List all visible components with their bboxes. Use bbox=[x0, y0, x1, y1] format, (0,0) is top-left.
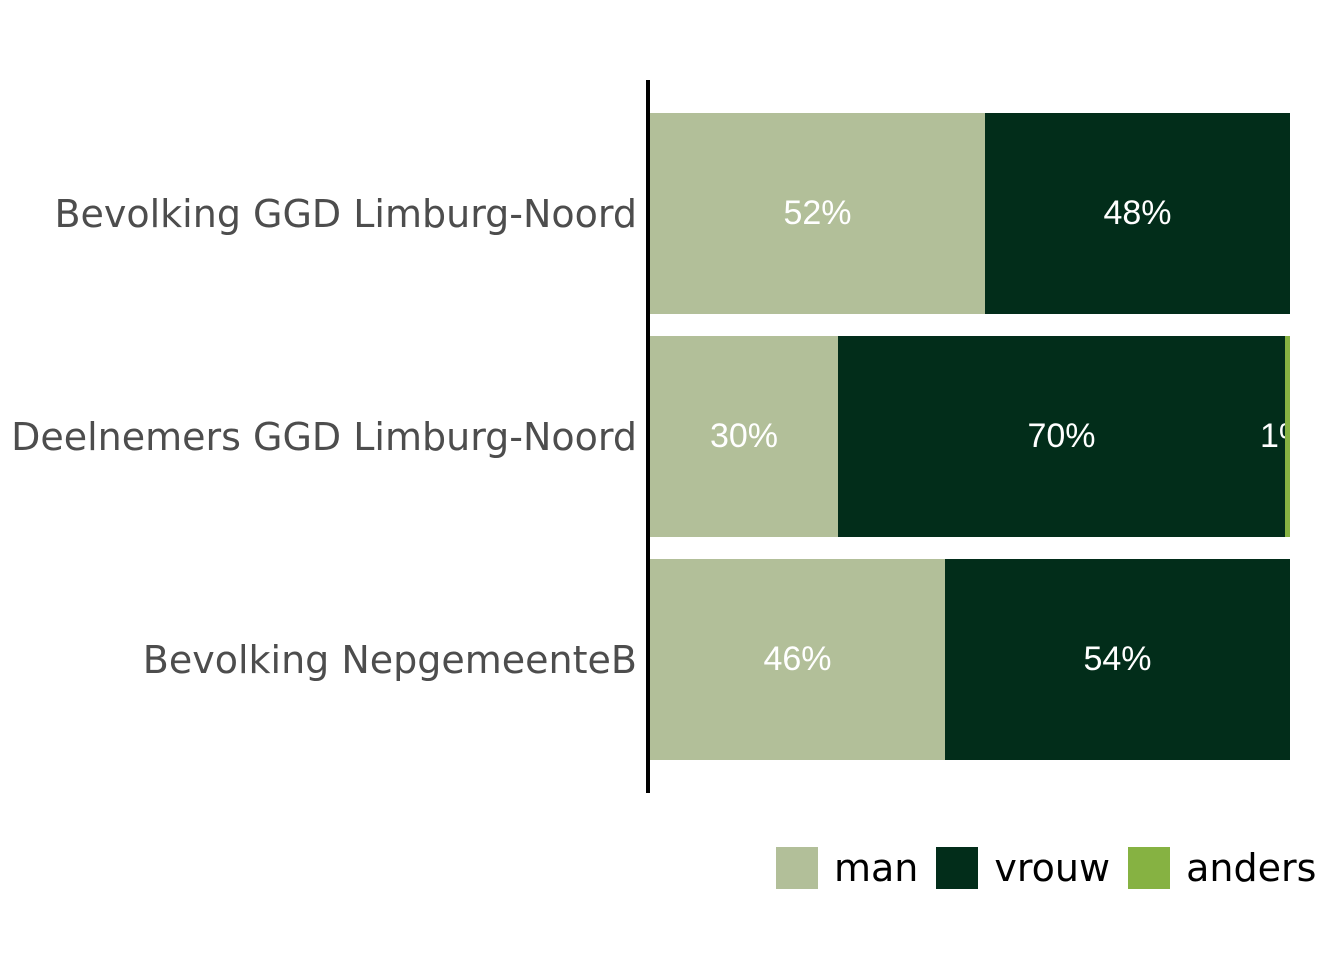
bar-segment-anders bbox=[1285, 336, 1290, 537]
legend: man vrouw anders bbox=[776, 846, 1334, 890]
value-label: 54% bbox=[1083, 640, 1152, 678]
bar-segment-man: 30% bbox=[650, 336, 838, 537]
bar-row: 30% 70% 1% bbox=[650, 336, 1290, 537]
value-label: 46% bbox=[763, 640, 832, 678]
legend-swatch-vrouw bbox=[936, 847, 979, 889]
legend-swatch-man bbox=[776, 847, 818, 889]
category-label: Bevolking GGD Limburg-Noord bbox=[54, 192, 637, 236]
value-label: 30% bbox=[709, 417, 779, 455]
bar-segment-man: 46% bbox=[650, 559, 945, 760]
value-label: 70% bbox=[1027, 417, 1096, 455]
legend-label: vrouw bbox=[994, 846, 1111, 890]
y-axis-line bbox=[646, 80, 650, 793]
bar-segment-vrouw: 48% bbox=[985, 113, 1290, 314]
category-label: Deelnemers GGD Limburg-Noord bbox=[11, 415, 637, 459]
bar-row: 52% 48% bbox=[650, 113, 1290, 314]
bar-segment-vrouw: 70% 1% bbox=[838, 336, 1290, 537]
value-label: 52% bbox=[783, 194, 852, 232]
value-label: 48% bbox=[1103, 194, 1172, 232]
legend-label: anders bbox=[1186, 846, 1317, 890]
legend-label: man bbox=[834, 846, 919, 890]
bar-row: 46% 54% bbox=[650, 559, 1290, 760]
category-label: Bevolking NepgemeenteB bbox=[142, 638, 637, 682]
legend-swatch-anders bbox=[1128, 847, 1171, 889]
bar-segment-man: 52% bbox=[650, 113, 985, 314]
bar-segment-vrouw: 54% bbox=[945, 559, 1290, 760]
